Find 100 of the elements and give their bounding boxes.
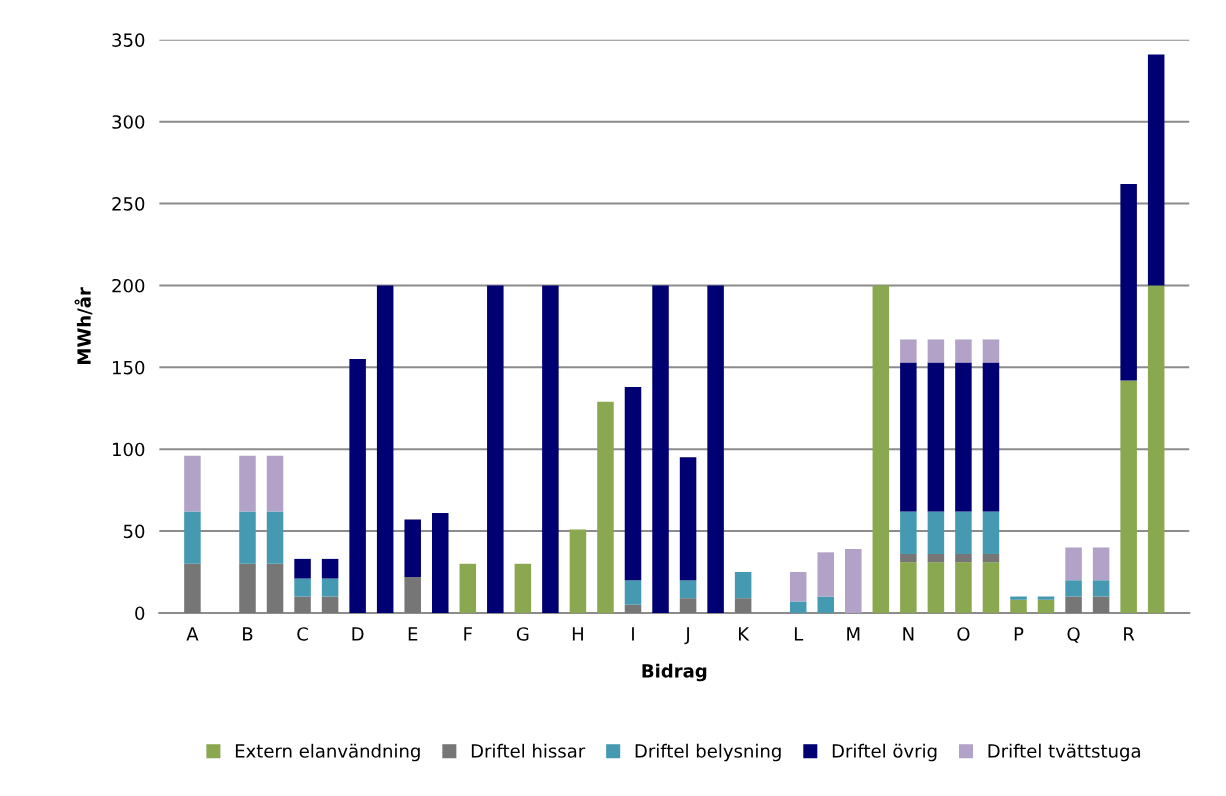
x-tick-label: K <box>738 627 750 641</box>
y-tick-label: 250 <box>112 197 145 211</box>
bar <box>982 362 1000 512</box>
bar <box>294 596 311 613</box>
bar <box>239 563 256 613</box>
legend-label: Driftel belysning <box>635 743 781 762</box>
bar <box>927 553 945 563</box>
legend-label: Extern elanvändning <box>235 743 420 762</box>
x-tick-label: J <box>684 627 689 645</box>
x-tick-label: C <box>297 627 308 641</box>
bar <box>1120 380 1137 613</box>
bar <box>321 578 339 597</box>
x-tick-label: I <box>632 627 634 641</box>
bar <box>927 562 945 613</box>
bar <box>624 604 642 613</box>
bar <box>1065 580 1082 597</box>
bar <box>734 598 752 613</box>
bar <box>872 285 890 613</box>
bar <box>900 562 917 613</box>
bar <box>184 511 201 564</box>
x-tick-label: H <box>572 627 583 641</box>
bar <box>955 562 972 613</box>
bar <box>1037 599 1055 613</box>
bar <box>734 571 752 599</box>
x-tick-label: Q <box>1067 627 1080 643</box>
y-tick-label: 300 <box>112 115 145 129</box>
bar <box>1147 54 1165 286</box>
y-tick-label: 350 <box>112 33 145 47</box>
bar <box>817 552 835 597</box>
bar <box>900 339 917 363</box>
x-tick-label: E <box>408 627 418 641</box>
x-axis-title: Bidrag <box>642 663 707 682</box>
bar <box>1010 596 1027 600</box>
x-tick-label: B <box>243 627 253 641</box>
bar <box>652 285 669 613</box>
bar <box>900 553 917 563</box>
x-tick-label: D <box>352 627 364 641</box>
y-tick-label: 150 <box>113 360 145 375</box>
bar <box>900 362 917 512</box>
bar <box>845 549 862 613</box>
bar <box>487 285 504 613</box>
bar <box>789 571 807 602</box>
bar <box>404 576 421 613</box>
x-tick-label: P <box>1014 627 1024 641</box>
bar <box>514 563 532 613</box>
y-axis-title: MWh/år <box>74 287 93 364</box>
y-tick-label: 0 <box>135 606 145 621</box>
bar <box>1092 580 1110 597</box>
bar <box>817 596 835 613</box>
x-tick-label: N <box>903 627 914 641</box>
bar <box>1065 547 1082 581</box>
bar <box>679 457 697 581</box>
bar <box>1092 547 1110 581</box>
bar <box>1065 596 1082 613</box>
bar <box>376 285 394 613</box>
bar <box>239 455 256 512</box>
bar <box>900 511 917 554</box>
bar <box>266 563 284 613</box>
bar <box>184 455 201 512</box>
x-tick-label: L <box>794 627 804 641</box>
bar <box>955 553 972 563</box>
bar <box>321 558 339 579</box>
x-tick-label: M <box>847 627 860 641</box>
bar <box>597 401 614 613</box>
legend-label: Driftel hissar <box>471 743 586 758</box>
bar <box>982 339 1000 363</box>
bar <box>789 601 807 613</box>
bar <box>184 563 201 613</box>
bar <box>294 578 311 597</box>
bar <box>955 339 972 363</box>
y-tick-label: 50 <box>123 524 145 539</box>
bar <box>431 513 449 613</box>
x-tick-label: O <box>957 627 970 641</box>
bar <box>624 386 642 581</box>
bar <box>404 519 421 577</box>
bar <box>679 580 697 599</box>
bar <box>266 511 284 564</box>
y-tick-label: 100 <box>113 442 145 457</box>
bar <box>239 511 256 564</box>
legend-label: Driftel tvättstuga <box>988 743 1140 762</box>
y-tick-label: 200 <box>112 278 145 293</box>
bar <box>1092 596 1110 613</box>
legend-label: Driftel övrig <box>832 743 937 762</box>
bar <box>982 553 1000 563</box>
x-tick-label: F <box>464 627 472 641</box>
bar <box>927 362 945 512</box>
bar <box>955 362 972 512</box>
bar <box>624 580 642 605</box>
bar <box>459 563 477 613</box>
bar <box>349 359 366 613</box>
bar <box>982 562 1000 613</box>
bar <box>927 511 945 554</box>
bar <box>1120 183 1137 381</box>
bar <box>679 598 697 613</box>
bar <box>294 558 311 579</box>
bar <box>266 455 284 512</box>
bar <box>542 285 559 613</box>
bar <box>707 285 724 613</box>
bar <box>569 529 587 613</box>
x-tick-label: A <box>186 627 199 641</box>
